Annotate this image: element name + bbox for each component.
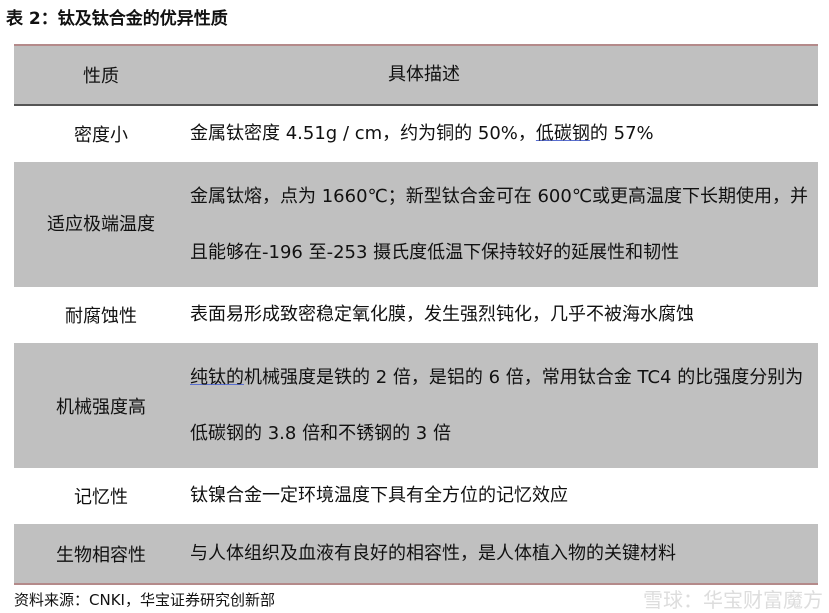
property-cell: 耐腐蚀性 [65, 306, 137, 327]
description-text: 低碳钢 [535, 123, 590, 144]
header-property: 性质 [83, 66, 119, 87]
table-row: 记忆性 钛镍合金一定环境温度下具有全方位的记忆效应 [14, 468, 818, 524]
description-cell: 与人体组织及血液有良好的相容性，是人体植入物的关键材料 [190, 542, 676, 564]
description-text: 机械强度是铁的 2 倍，是铝的 6 倍，常用钛合金 TC4 的比强度分别为低碳钢… [190, 366, 804, 444]
table-row: 生物相容性 与人体组织及血液有良好的相容性，是人体植入物的关键材料 [14, 524, 818, 584]
description-cell: 纯钛的机械强度是铁的 2 倍，是铝的 6 倍，常用钛合金 TC4 的比强度分别为… [188, 343, 818, 468]
table-row: 耐腐蚀性 表面易形成致密稳定氧化膜，发生强烈钝化，几乎不被海水腐蚀 [14, 287, 818, 343]
watermark: 雪球：华宝财富魔方 [643, 588, 823, 612]
description-cell: 表面易形成致密稳定氧化膜，发生强烈钝化，几乎不被海水腐蚀 [190, 304, 694, 325]
table-title: 表 2：钛及钛合金的优异性质 [6, 9, 228, 29]
description-text: 的 57% [589, 123, 654, 144]
description-text: 纯钛的 [190, 366, 244, 388]
description-cell: 金属钛密度 4.51g / cm，约为铜的 50%，低碳钢的 57% [188, 105, 818, 162]
table-row: 机械强度高 纯钛的机械强度是铁的 2 倍，是铝的 6 倍，常用钛合金 TC4 的… [14, 343, 818, 468]
table-header-row: 性质 具体描述 [14, 45, 818, 105]
description-cell: 金属钛熔，点为 1660℃；新型钛合金可在 600℃或更高温度下长期使用，并且能… [190, 185, 809, 263]
description-cell: 钛镍合金一定环境温度下具有全方位的记忆效应 [190, 485, 568, 506]
properties-table: 性质 具体描述 密度小 金属钛密度 4.51g / cm，约为铜的 50%，低碳… [14, 44, 818, 585]
property-cell: 密度小 [74, 125, 128, 146]
property-cell: 生物相容性 [56, 544, 146, 566]
header-description: 具体描述 [388, 64, 460, 85]
source-note: 资料来源：CNKI，华宝证券研究创新部 [14, 591, 275, 609]
property-cell: 记忆性 [74, 487, 128, 508]
property-cell: 适应极端温度 [47, 213, 155, 235]
property-cell: 机械强度高 [56, 396, 146, 418]
table-row: 密度小 金属钛密度 4.51g / cm，约为铜的 50%，低碳钢的 57% [14, 105, 818, 162]
table-row: 适应极端温度 金属钛熔，点为 1660℃；新型钛合金可在 600℃或更高温度下长… [14, 162, 818, 287]
description-text: 金属钛密度 4.51g / cm，约为铜的 50%， [190, 123, 536, 144]
